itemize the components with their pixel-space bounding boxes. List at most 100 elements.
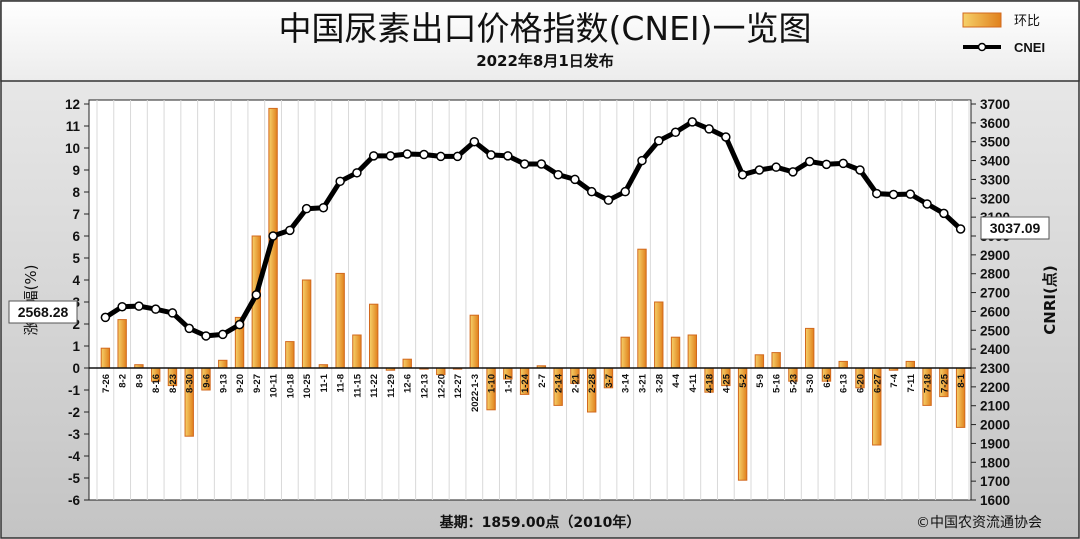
grid-lines — [96, 100, 970, 500]
y-axis-right-ticks: 3700360035003400330032003100300029002800… — [971, 97, 1010, 508]
x-tick-label: 11-22 — [369, 374, 380, 398]
bar-2022-1-3 — [469, 314, 480, 369]
cnei-point-11-15 — [352, 168, 362, 178]
x-tick-label: 5-23 — [788, 374, 799, 393]
bar-5-30 — [805, 327, 815, 369]
x-tick-label: 10-18 — [285, 374, 296, 398]
bar-10-18 — [285, 341, 295, 369]
cnei-point-3-21 — [637, 155, 647, 166]
y-left-tick-label: -3 — [68, 427, 80, 442]
cnei-point-1-17 — [503, 151, 513, 161]
cnei-point-4-18 — [704, 124, 714, 134]
y-left-tick-label: 4 — [72, 273, 80, 288]
x-tick-label: 7-18 — [923, 374, 934, 393]
cnei-point-12-13 — [419, 149, 429, 160]
cnei-point-4-4 — [670, 127, 681, 138]
cnei-point-10-18 — [285, 225, 295, 236]
cnei-point-7-26 — [100, 312, 111, 323]
cnei-point-4-11 — [687, 117, 698, 127]
y-right-tick-label: 2900 — [980, 248, 1010, 263]
x-tick-label: 5-2 — [738, 374, 749, 388]
cnei-point-7-18 — [922, 199, 932, 209]
y-left-tick-label: -1 — [68, 383, 80, 398]
cnei-point-10-11 — [268, 231, 278, 241]
bar-3-28 — [654, 301, 664, 369]
y-right-tick-label: 3200 — [980, 191, 1010, 206]
x-tick-label: 4-4 — [671, 373, 682, 387]
bar-12-20 — [436, 367, 446, 376]
cnei-point-6-20 — [855, 165, 865, 175]
cnei-point-7-25 — [939, 208, 949, 219]
x-tick-label: 2-21 — [570, 373, 581, 393]
x-tick-label: 8-1 — [956, 373, 967, 387]
cnei-point-11-29 — [385, 151, 396, 161]
y-left-tick-label: 10 — [65, 141, 80, 156]
y-right-tick-label: 3700 — [980, 97, 1010, 112]
y-left-tick-label: 2 — [72, 317, 80, 332]
y-left-tick-label: -5 — [68, 471, 80, 486]
y-right-tick-label: 2700 — [980, 286, 1010, 301]
x-tick-label: 10-11 — [269, 373, 280, 397]
cnei-point-12-20 — [436, 151, 446, 162]
legend-label-line: CNEI — [1014, 40, 1045, 55]
legend-bar-swatch — [962, 12, 1002, 28]
callout-end: 3037.09 — [980, 216, 1050, 240]
x-tick-label: 6-20 — [856, 374, 867, 393]
cnei-point-8-2 — [117, 301, 127, 312]
x-tick-label: 6-27 — [872, 374, 883, 393]
y-axis-right-label: CNRI(点) — [1041, 265, 1059, 334]
bar-11-15 — [352, 334, 362, 369]
cnei-point-11-1 — [318, 202, 329, 213]
callout-start: 2568.28 — [8, 300, 78, 324]
x-tick-label: 1-24 — [520, 373, 531, 393]
x-tick-label: 7-25 — [939, 373, 950, 393]
y-right-tick-label: 2400 — [980, 342, 1010, 357]
cnei-point-6-27 — [872, 188, 882, 199]
x-tick-label: 2-7 — [537, 374, 548, 388]
x-tick-label: 8-23 — [168, 374, 179, 393]
cnei-point-8-1 — [955, 224, 966, 234]
x-tick-label: 3-21 — [638, 373, 649, 393]
cnei-point-5-2 — [737, 169, 748, 180]
cnei-point-3-7 — [603, 195, 614, 205]
cnei-point-2022-1-3 — [469, 136, 480, 147]
y-right-tick-label: 3500 — [980, 135, 1010, 150]
y-left-tick-label: 12 — [65, 97, 80, 112]
y-right-tick-label: 1800 — [980, 455, 1010, 470]
cnei-point-7-11 — [905, 189, 916, 199]
y-right-tick-label: 2500 — [980, 323, 1010, 338]
y-left-tick-label: 5 — [72, 251, 80, 266]
callout-end-value: 3037.09 — [990, 220, 1041, 236]
y-right-tick-label: 3400 — [980, 154, 1010, 169]
y-left-tick-label: 6 — [72, 229, 80, 244]
bar-7-11 — [905, 360, 915, 369]
x-tick-label: 9-6 — [202, 374, 213, 388]
cnei-point-11-22 — [368, 151, 379, 161]
bar-11-22 — [369, 303, 379, 369]
cnei-point-3-14 — [620, 186, 630, 197]
x-axis-ticks: 7-26 8-2 8-9 8-16 8-23 8-30 9-6 9-13 9-20 9-27 10-… — [101, 373, 967, 412]
x-tick-label: 4-11 — [688, 373, 699, 392]
cnei-point-1-24 — [519, 159, 530, 169]
y-left-tick-label: 0 — [72, 361, 80, 376]
cnei-point-9-20 — [234, 319, 245, 330]
y-right-tick-label: 2800 — [980, 267, 1010, 282]
cnei-point-6-6 — [821, 159, 832, 170]
cnei-point-8-16 — [150, 304, 161, 314]
bar-3-21 — [637, 248, 647, 369]
y-right-tick-label: 2200 — [980, 380, 1010, 395]
y-right-tick-label: 3300 — [980, 172, 1010, 187]
bar-6-13 — [838, 360, 848, 369]
x-tick-label: 10-25 — [302, 373, 313, 398]
legend: 环比 CNEI — [962, 12, 1045, 55]
cnei-point-12-27 — [452, 151, 463, 162]
y-right-tick-label: 2600 — [980, 304, 1010, 319]
bar-5-9 — [754, 354, 765, 369]
legend-line-marker — [977, 42, 987, 52]
chart-subtitle: 2022年8月1日发布 — [476, 52, 614, 70]
x-tick-label: 5-30 — [805, 374, 816, 393]
x-tick-label: 4-18 — [705, 374, 716, 393]
y-right-tick-label: 1900 — [980, 436, 1010, 451]
x-tick-label: 8-16 — [151, 374, 162, 393]
